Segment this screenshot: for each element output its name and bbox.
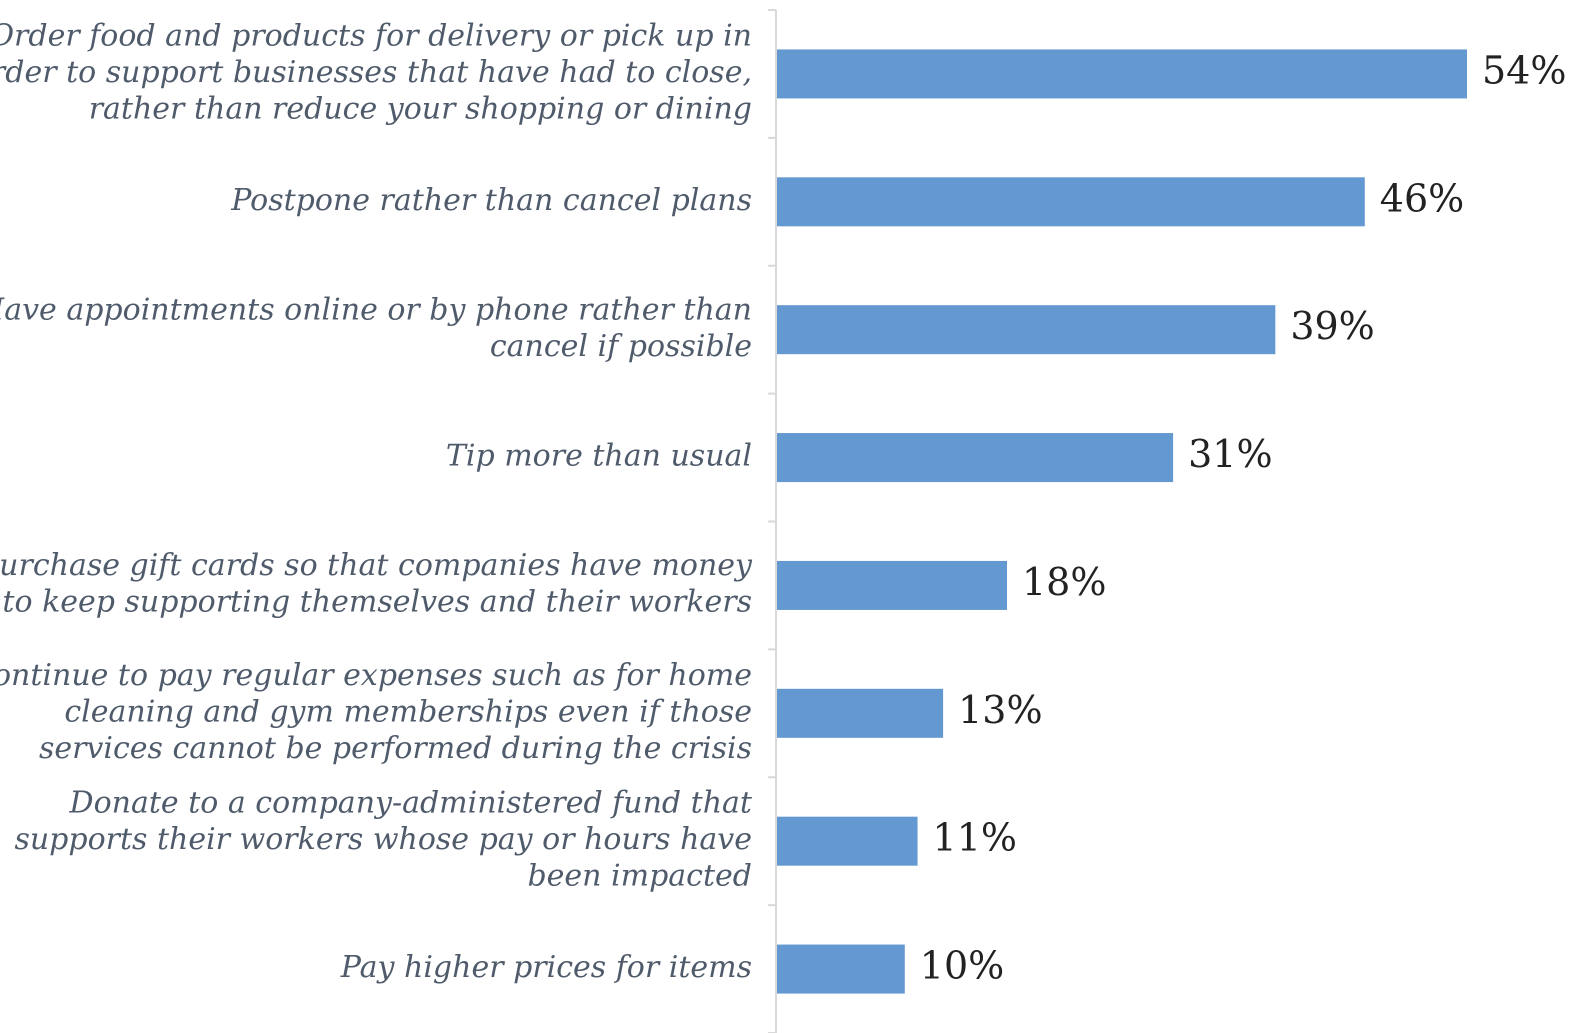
data-label: 10%: [920, 944, 1004, 988]
category-label-line: been impacted: [527, 859, 752, 894]
category-label: Tip more than usual: [446, 439, 752, 474]
bar: [777, 944, 905, 994]
category-label-line: Order food and products for delivery or …: [0, 18, 752, 53]
bar: [777, 816, 918, 866]
category-label-line: cancel if possible: [490, 329, 752, 364]
category-label-line: Purchase gift cards so that companies ha…: [0, 548, 753, 583]
category-label-line: Continue to pay regular expenses such as…: [0, 658, 752, 693]
category-label: Purchase gift cards so that companies ha…: [0, 548, 753, 620]
category-label: Postpone rather than cancel plans: [230, 183, 752, 218]
category-label: Donate to a company-administered fund th…: [14, 786, 752, 894]
category-label-line: Postpone rather than cancel plans: [230, 183, 752, 218]
bar: [777, 177, 1365, 227]
data-label: 46%: [1380, 176, 1464, 220]
category-label-line: services cannot be performed during the …: [39, 731, 752, 766]
bar: [777, 49, 1467, 99]
data-label: 39%: [1290, 304, 1374, 348]
data-label: 13%: [958, 688, 1042, 732]
category-label-line: Tip more than usual: [446, 439, 752, 474]
category-label-line: cleaning and gym memberships even if tho…: [64, 694, 752, 729]
category-label-line: rather than reduce your shopping or dini…: [89, 91, 752, 126]
data-label: 11%: [933, 816, 1017, 860]
category-label-line: order to support businesses that have ha…: [0, 55, 752, 90]
category-label: Have appointments online or by phone rat…: [0, 292, 752, 364]
category-label-line: Donate to a company-administered fund th…: [69, 786, 753, 821]
bar: [777, 688, 944, 738]
category-label-line: to keep supporting themselves and their …: [2, 585, 752, 620]
bar: [777, 305, 1276, 355]
bar: [777, 433, 1174, 483]
category-label: Continue to pay regular expenses such as…: [0, 658, 752, 766]
category-label-line: Have appointments online or by phone rat…: [0, 292, 752, 327]
category-label-line: Pay higher prices for items: [340, 950, 752, 985]
data-label: 54%: [1482, 48, 1566, 92]
category-label: Order food and products for delivery or …: [0, 18, 752, 126]
category-label: Pay higher prices for items: [340, 950, 752, 985]
data-label: 18%: [1022, 560, 1106, 604]
bar: [777, 560, 1007, 610]
data-label: 31%: [1188, 432, 1272, 476]
category-label-line: supports their workers whose pay or hour…: [14, 822, 752, 857]
